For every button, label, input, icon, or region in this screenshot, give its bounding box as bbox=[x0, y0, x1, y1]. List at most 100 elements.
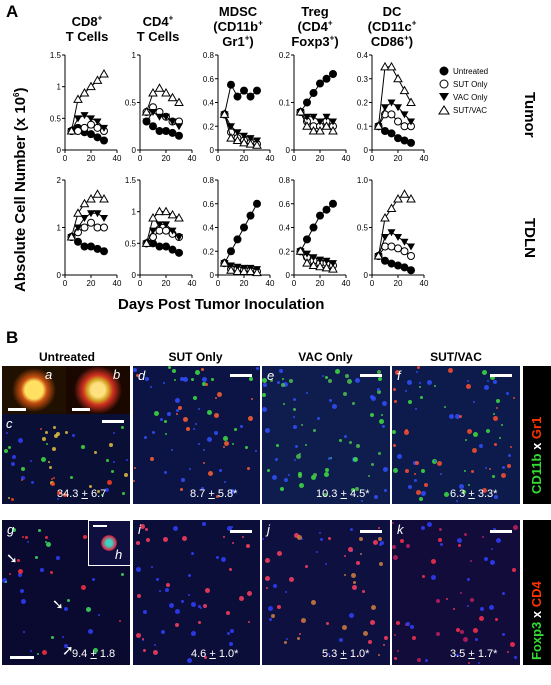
cell-spot bbox=[305, 565, 308, 568]
cell-spot bbox=[490, 375, 495, 380]
cell-spot bbox=[272, 475, 277, 480]
cell-spot bbox=[496, 407, 498, 409]
cell-spot bbox=[160, 418, 163, 421]
cell-spot bbox=[427, 380, 432, 385]
data-point bbox=[406, 193, 416, 203]
data-point bbox=[315, 125, 325, 135]
cell-spot bbox=[465, 439, 467, 441]
cell-spot bbox=[325, 655, 327, 657]
legend-label-vac-only: VAC Only bbox=[453, 93, 488, 102]
cell-spot bbox=[86, 607, 91, 612]
x-tick-label: 20 bbox=[316, 279, 325, 288]
cell-spot bbox=[191, 378, 194, 381]
data-point bbox=[400, 263, 409, 272]
cell-spot bbox=[107, 480, 112, 485]
data-point bbox=[168, 118, 177, 126]
data-point bbox=[73, 208, 83, 217]
cell-spot bbox=[262, 407, 267, 412]
cell-spot bbox=[248, 416, 253, 421]
data-point bbox=[400, 136, 409, 145]
data-point bbox=[232, 135, 243, 144]
cell-spot bbox=[9, 573, 11, 575]
cell-spot bbox=[288, 474, 290, 476]
cell-spot bbox=[330, 457, 332, 459]
data-point bbox=[309, 254, 318, 262]
cell-spot bbox=[344, 555, 346, 557]
cell-spot bbox=[487, 380, 489, 382]
y-tick-label: 0 bbox=[286, 271, 291, 280]
data-point bbox=[394, 104, 402, 112]
cell-spot bbox=[378, 537, 382, 541]
cell-spot bbox=[408, 485, 412, 489]
cell-spot bbox=[464, 470, 466, 472]
data-point bbox=[233, 235, 242, 244]
cell-spot bbox=[202, 522, 206, 526]
cell-spot bbox=[216, 495, 219, 498]
cell-spot bbox=[105, 488, 109, 492]
data-point bbox=[240, 223, 248, 232]
cell-spot bbox=[352, 402, 355, 405]
data-point bbox=[246, 211, 255, 220]
y-tick-label: 0 bbox=[210, 271, 215, 280]
cell-spot bbox=[262, 538, 264, 540]
cell-spot bbox=[417, 366, 420, 369]
quant-untreated-row1: 34.3 + 6.7 bbox=[57, 488, 107, 500]
cell-spot bbox=[431, 575, 436, 580]
cell-spot bbox=[175, 398, 180, 403]
data-point bbox=[400, 122, 409, 131]
data-point bbox=[87, 130, 95, 139]
stain-label-cd11b-gr1: CD11b x Gr1 bbox=[529, 416, 544, 494]
cell-spot bbox=[164, 471, 167, 474]
scale-bar-a bbox=[8, 408, 26, 411]
panel-a-letter: A bbox=[6, 2, 19, 21]
cell-spot bbox=[21, 479, 23, 481]
cell-spot bbox=[122, 492, 125, 495]
cell-spot bbox=[195, 423, 197, 425]
cell-spot bbox=[217, 392, 222, 397]
data-point bbox=[302, 121, 312, 130]
cell-spot bbox=[293, 425, 297, 429]
cell-spot bbox=[339, 439, 342, 442]
cell-spot bbox=[174, 379, 176, 381]
data-point bbox=[168, 128, 177, 137]
cell-spot bbox=[6, 432, 8, 434]
cell-spot bbox=[109, 443, 113, 447]
data-point bbox=[399, 85, 410, 95]
cell-spot bbox=[18, 569, 23, 574]
micrograph-sut-only-foxp3: i 4.6 + 1.0* bbox=[133, 520, 260, 665]
cell-spot bbox=[153, 650, 158, 655]
cell-spot bbox=[175, 609, 180, 614]
cell-spot bbox=[38, 529, 41, 532]
data-point bbox=[174, 97, 184, 106]
cell-spot bbox=[467, 605, 469, 607]
cell-spot bbox=[356, 561, 360, 565]
cell-spot bbox=[460, 592, 462, 594]
cell-spot bbox=[431, 559, 436, 564]
cell-spot bbox=[328, 653, 330, 655]
cell-spot bbox=[283, 403, 285, 405]
data-point bbox=[87, 218, 95, 227]
cell-spot bbox=[371, 396, 376, 401]
col-title-treg: Treg (CD4+ Foxp3+) bbox=[291, 4, 339, 49]
cell-spot bbox=[247, 467, 250, 470]
micro-col-sut-vac: SUT/VAC bbox=[430, 350, 482, 364]
data-point bbox=[226, 265, 236, 274]
cell-spot bbox=[30, 460, 32, 462]
cell-spot bbox=[285, 591, 287, 593]
cell-spot bbox=[188, 574, 191, 577]
cell-spot bbox=[392, 430, 396, 434]
cell-spot bbox=[176, 413, 178, 415]
data-point bbox=[100, 136, 108, 145]
data-point bbox=[162, 127, 170, 135]
data-point bbox=[80, 112, 89, 120]
cell-spot bbox=[320, 538, 323, 541]
data-point bbox=[175, 248, 183, 257]
x-tick-label: 40 bbox=[420, 154, 429, 163]
cell-spot bbox=[202, 377, 207, 382]
data-point bbox=[141, 106, 152, 116]
cell-spot bbox=[325, 468, 329, 472]
data-point bbox=[240, 86, 248, 95]
cell-spot bbox=[183, 417, 188, 422]
cell-spot bbox=[417, 658, 421, 662]
